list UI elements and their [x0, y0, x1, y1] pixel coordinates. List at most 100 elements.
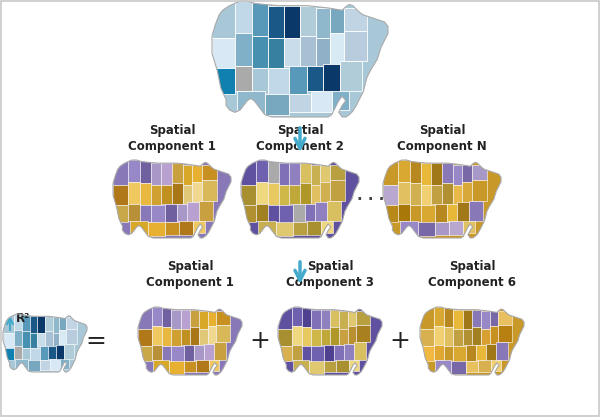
Bar	[330, 310, 340, 327]
Bar	[420, 329, 434, 347]
Bar	[442, 163, 452, 183]
Bar	[316, 38, 330, 66]
Bar	[485, 344, 496, 362]
Bar	[277, 222, 293, 236]
Bar	[14, 347, 22, 359]
Bar	[320, 310, 330, 329]
Bar	[209, 360, 219, 371]
Bar	[320, 182, 329, 202]
Bar	[152, 345, 162, 360]
Bar	[434, 360, 451, 374]
Bar	[265, 94, 289, 115]
Bar	[421, 185, 431, 205]
Bar	[181, 310, 190, 329]
Bar	[235, 66, 253, 91]
Polygon shape	[212, 1, 388, 117]
Bar	[420, 307, 434, 329]
Bar	[28, 360, 40, 371]
Bar	[444, 347, 453, 362]
Bar	[59, 317, 66, 330]
Bar	[320, 165, 329, 182]
Bar	[311, 329, 320, 347]
Bar	[309, 362, 324, 374]
Bar	[334, 345, 344, 360]
Bar	[472, 165, 487, 180]
Bar	[302, 307, 311, 327]
Bar	[498, 325, 512, 342]
Bar	[172, 183, 182, 203]
Bar	[466, 345, 476, 362]
Bar	[60, 359, 68, 369]
Bar	[56, 345, 64, 360]
Bar	[268, 38, 284, 68]
Bar	[469, 201, 484, 221]
Polygon shape	[3, 314, 87, 372]
Bar	[344, 8, 367, 31]
Bar	[449, 221, 463, 235]
Bar	[336, 360, 349, 372]
Bar	[410, 183, 421, 205]
Bar	[300, 163, 311, 183]
Bar	[293, 360, 309, 374]
Bar	[3, 333, 14, 348]
Bar	[212, 38, 235, 68]
Bar	[452, 185, 462, 203]
Bar	[162, 347, 171, 362]
Bar	[130, 221, 148, 236]
Bar	[171, 310, 181, 329]
Text: Spatial
Component 1: Spatial Component 1	[128, 124, 216, 153]
Bar	[128, 203, 140, 221]
Bar	[418, 222, 435, 236]
Bar	[40, 360, 50, 370]
Bar	[340, 61, 362, 91]
Bar	[241, 205, 256, 222]
Bar	[256, 160, 268, 182]
Bar	[241, 160, 256, 185]
Bar	[203, 344, 214, 362]
Bar	[462, 182, 472, 202]
Bar	[199, 329, 208, 345]
Bar	[30, 333, 37, 348]
Bar	[190, 327, 199, 345]
Bar	[268, 205, 279, 222]
Bar	[214, 342, 226, 360]
Bar	[496, 342, 508, 360]
Bar	[184, 362, 196, 372]
Bar	[324, 345, 334, 362]
Bar	[257, 221, 277, 236]
Bar	[45, 332, 53, 347]
Bar	[289, 66, 307, 94]
Bar	[434, 326, 444, 345]
Bar	[179, 221, 193, 235]
Bar	[177, 203, 187, 221]
Bar	[22, 348, 30, 360]
Polygon shape	[278, 307, 382, 375]
Bar	[472, 327, 481, 345]
Bar	[193, 221, 205, 234]
Bar	[466, 362, 478, 372]
Bar	[383, 160, 398, 185]
Bar	[434, 345, 444, 360]
Bar	[256, 203, 268, 221]
Text: Spatial
Component 2: Spatial Component 2	[256, 124, 344, 153]
Bar	[165, 222, 179, 235]
Bar	[451, 362, 466, 374]
Bar	[187, 202, 199, 222]
Bar	[330, 327, 340, 345]
Bar	[169, 362, 184, 374]
Bar	[192, 165, 202, 182]
Bar	[140, 183, 151, 205]
Bar	[320, 329, 330, 345]
Bar	[452, 165, 462, 185]
Bar	[171, 329, 181, 347]
Polygon shape	[138, 307, 242, 375]
Bar	[300, 6, 316, 36]
Bar	[59, 330, 66, 345]
Bar	[128, 182, 140, 203]
Bar	[268, 183, 279, 205]
Bar	[330, 8, 344, 33]
Bar	[151, 185, 161, 205]
Bar	[435, 222, 449, 235]
Bar	[398, 203, 410, 221]
Text: . . .: . . .	[358, 188, 385, 203]
